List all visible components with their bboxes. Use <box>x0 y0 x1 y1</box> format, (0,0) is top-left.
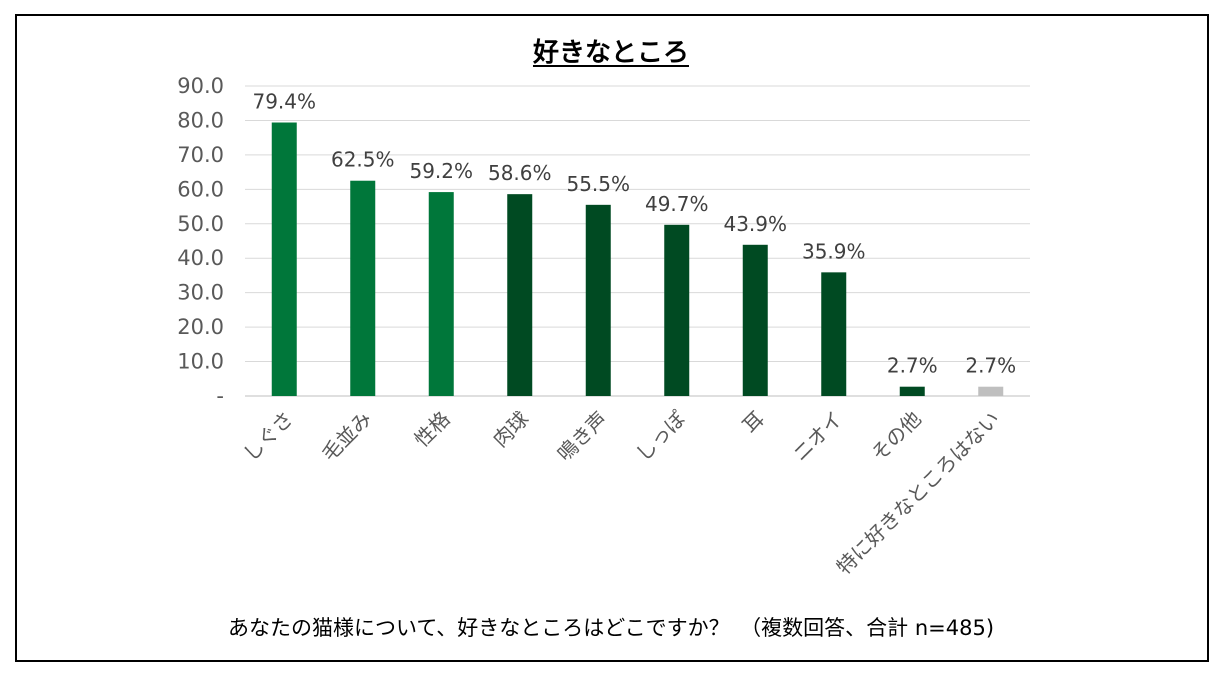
x-tick-label: しぐさ <box>238 407 297 466</box>
bar <box>978 386 1004 396</box>
data-label: 43.9% <box>723 212 787 236</box>
bars <box>271 122 1004 396</box>
bar <box>821 272 847 396</box>
x-tick-label: 鳴き声 <box>552 407 611 466</box>
y-tick-label: 20.0 <box>177 315 224 339</box>
y-tick-label: 80.0 <box>177 108 224 132</box>
y-tick-label: 90.0 <box>177 74 224 98</box>
bar <box>350 180 376 396</box>
y-axis-ticks: - 10.0 20.0 30.0 40.0 50.0 60.0 70.0 80.0 90.0 <box>177 74 224 408</box>
y-tick-label: - <box>216 384 224 408</box>
bar <box>664 224 690 396</box>
gridlines <box>245 85 1030 397</box>
data-label: 2.7% <box>965 354 1016 378</box>
x-tick-label: 特に好きなところはない <box>832 407 1005 580</box>
data-label: 2.7% <box>887 354 938 378</box>
x-tick-label: 耳 <box>738 407 769 438</box>
y-tick-label: 50.0 <box>177 212 224 236</box>
x-tick-label: 毛並み <box>317 407 376 466</box>
bar <box>585 204 611 396</box>
y-tick-label: 70.0 <box>177 143 224 167</box>
y-tick-label: 60.0 <box>177 177 224 201</box>
x-tick-label: 肉球 <box>488 407 533 452</box>
data-label: 55.5% <box>566 172 630 196</box>
x-tick-label: しっぽ <box>631 407 690 466</box>
data-labels: 79.4% 62.5% 59.2% 58.6% 55.5% 49.7% 43.9% 35.9%… <box>252 90 1016 378</box>
chart-frame <box>15 14 1209 662</box>
data-label: 62.5% <box>331 148 395 172</box>
x-tick-label: その他 <box>866 407 925 466</box>
y-tick-label: 10.0 <box>177 350 224 374</box>
x-tick-label: 性格 <box>410 407 455 452</box>
y-tick-label: 40.0 <box>177 246 224 270</box>
bar <box>899 386 925 396</box>
data-label: 58.6% <box>488 161 552 185</box>
data-label: 59.2% <box>409 159 473 183</box>
data-label: 35.9% <box>802 239 866 263</box>
chart-title: 好きなところ <box>532 38 689 68</box>
bar <box>742 244 768 396</box>
data-label: 49.7% <box>645 192 709 216</box>
bar <box>507 194 533 396</box>
bar <box>428 192 454 396</box>
x-axis-labels: しぐさ 毛並み 性格 肉球 鳴き声 しっぽ 耳ニオイ その他特に好きなところはない <box>238 407 1004 580</box>
y-tick-label: 30.0 <box>177 281 224 305</box>
survey-footnote: あなたの猫様について、好きなところはどこですか？ （複数回答、合計 n=485) <box>227 616 995 640</box>
bar <box>271 122 297 396</box>
data-label: 79.4% <box>252 90 316 114</box>
x-tick-label: ニオイ <box>788 407 847 466</box>
